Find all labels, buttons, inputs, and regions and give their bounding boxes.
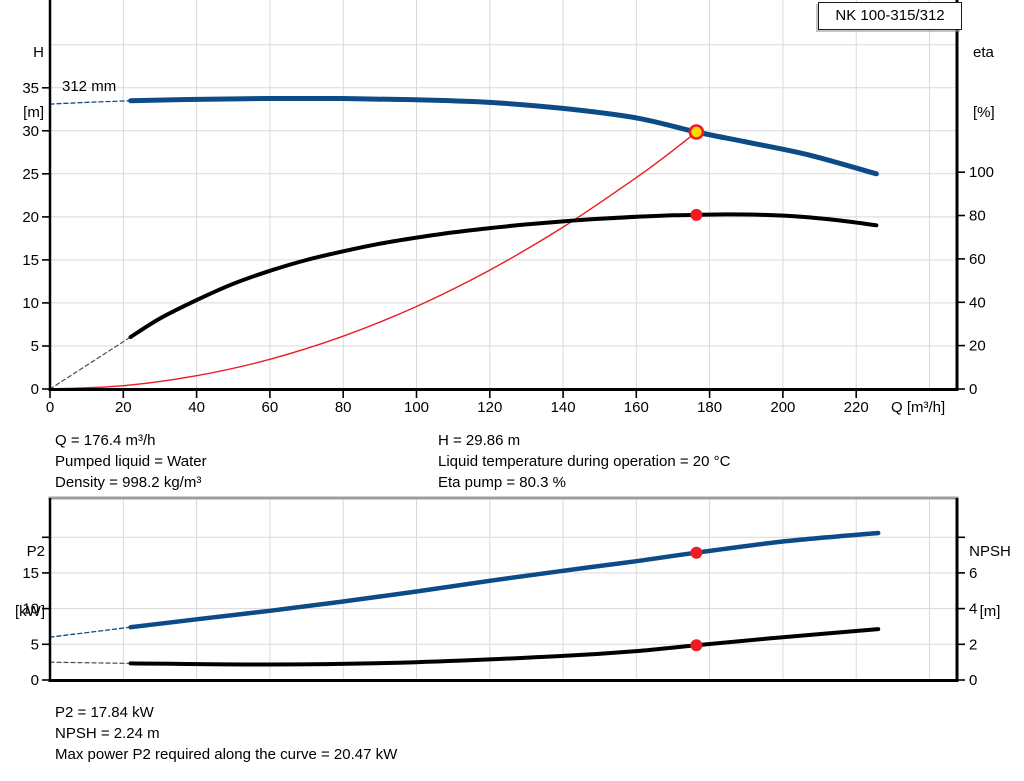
p2npsh-axes	[48, 496, 959, 682]
y-tick-label-left: 0	[31, 672, 39, 689]
y-tick-label-left: 30	[22, 123, 39, 140]
p2npsh-grid	[50, 498, 957, 680]
x-tick-label: 200	[770, 399, 795, 416]
pump-type-box: NK 100-315/312	[818, 2, 962, 30]
y-tick-label-left: 20	[22, 209, 39, 226]
eta-curve-ext	[49, 336, 132, 390]
p2-axis-label: P2 [kW]	[3, 502, 45, 662]
info-eta-pump: Eta pump = 80.3 %	[438, 474, 566, 491]
qh-chart: 0 5 10 15 20 25 30 35 0 20 40 60 80 100 0 20 40 60 80 100 12…	[22, 0, 994, 416]
info-max-power: Max power P2 required along the curve = …	[55, 746, 398, 763]
eta-point-marker	[690, 208, 703, 221]
y-tick-label-right: 80	[969, 208, 986, 225]
eta-curve	[128, 212, 879, 339]
y-tick-label-right: 100	[969, 164, 994, 181]
h-axis-label-symbol: H	[33, 44, 44, 61]
y-tick-label-right: 60	[969, 251, 986, 268]
npsh-axis-label-unit: [m]	[979, 603, 1001, 620]
y-tick-label-left: 10	[22, 601, 39, 618]
x-tick-label: 220	[844, 399, 869, 416]
y-tick-label-left: 0	[31, 381, 39, 398]
y-tick-label-right: 2	[969, 636, 977, 653]
x-tick-label: 160	[624, 399, 649, 416]
npsh-point-marker	[690, 639, 703, 652]
eta-axis-label-symbol: eta	[973, 44, 994, 61]
y-tick-label-right: 6	[969, 565, 977, 582]
info-npsh: NPSH = 2.24 m	[55, 725, 160, 742]
duty-info-right: H = 29.86 m Liquid temperature during op…	[438, 430, 730, 493]
qh-grid	[50, 0, 957, 389]
info-flow: Q = 176.4 m³/h	[55, 432, 156, 449]
y-tick-label-right: 20	[969, 338, 986, 355]
npsh-axis-label-symbol: NPSH	[969, 543, 1011, 560]
info-head: H = 29.86 m	[438, 432, 521, 449]
x-tick-label: 60	[262, 399, 279, 416]
result-info: P2 = 17.84 kW NPSH = 2.24 m Max power P2…	[55, 702, 397, 765]
x-tick-label: 140	[551, 399, 576, 416]
info-pumped-liquid: Pumped liquid = Water	[55, 453, 207, 470]
qh-ticks: 0 5 10 15 20 25 30 35 0 20 40 60 80 100 0 20 40 60 80 100 12…	[22, 80, 994, 416]
y-tick-label-left: 10	[22, 295, 39, 312]
h-axis-label-unit: [m]	[23, 104, 44, 121]
info-density: Density = 998.2 kg/m³	[55, 474, 202, 491]
npsh-curve	[128, 627, 881, 667]
x-tick-label: 0	[46, 399, 54, 416]
y-tick-label-left: 15	[22, 565, 39, 582]
head-curve-ext	[49, 100, 132, 105]
y-tick-label-left: 35	[22, 80, 39, 97]
y-tick-label-left: 15	[22, 252, 39, 269]
x-tick-label: 20	[115, 399, 132, 416]
p2-point-marker	[690, 546, 703, 559]
p2-curve-ext	[49, 626, 132, 638]
duty-point-marker	[688, 124, 705, 140]
y-tick-label-right: 0	[969, 381, 977, 398]
info-p2: P2 = 17.84 kW	[55, 704, 154, 721]
eta-axis-label-unit: [%]	[973, 104, 995, 121]
y-tick-label-left: 5	[31, 636, 39, 653]
qh-axes	[48, 0, 959, 391]
x-tick-label: 180	[697, 399, 722, 416]
npsh-curve-ext	[49, 661, 132, 664]
y-tick-label-right: 0	[969, 672, 977, 689]
head-curve	[128, 95, 879, 177]
impeller-diameter-label: 312 mm	[62, 78, 117, 95]
y-tick-label-right: 4	[969, 601, 977, 618]
p2npsh-chart: 0 5 10 15 0 2 4 6	[22, 496, 977, 689]
p2-axis-label-unit: [kW]	[15, 603, 45, 620]
system-curve	[49, 131, 698, 390]
duty-info-left: Q = 176.4 m³/h Pumped liquid = Water Den…	[55, 430, 207, 493]
x-tick-label: 80	[335, 399, 352, 416]
pump-type-label: NK 100-315/312	[835, 7, 945, 24]
y-tick-label-left: 25	[22, 166, 39, 183]
x-tick-label: 40	[188, 399, 205, 416]
x-tick-label: 100	[404, 399, 429, 416]
x-axis-unit-label: Q [m³/h]	[891, 399, 945, 416]
npsh-axis-label: NPSH [m]	[964, 502, 1016, 662]
info-liquid-temperature: Liquid temperature during operation = 20…	[438, 453, 731, 470]
y-tick-label-right: 40	[969, 294, 986, 311]
x-tick-label: 120	[477, 399, 502, 416]
p2npsh-ticks: 0 5 10 15 0 2 4 6	[22, 536, 977, 689]
h-axis-label: H [m]	[4, 3, 44, 163]
eta-axis-label: eta [%]	[973, 3, 1021, 163]
y-tick-label-left: 5	[31, 338, 39, 355]
p2-axis-label-symbol: P2	[26, 543, 45, 560]
p2-curve	[128, 530, 881, 630]
